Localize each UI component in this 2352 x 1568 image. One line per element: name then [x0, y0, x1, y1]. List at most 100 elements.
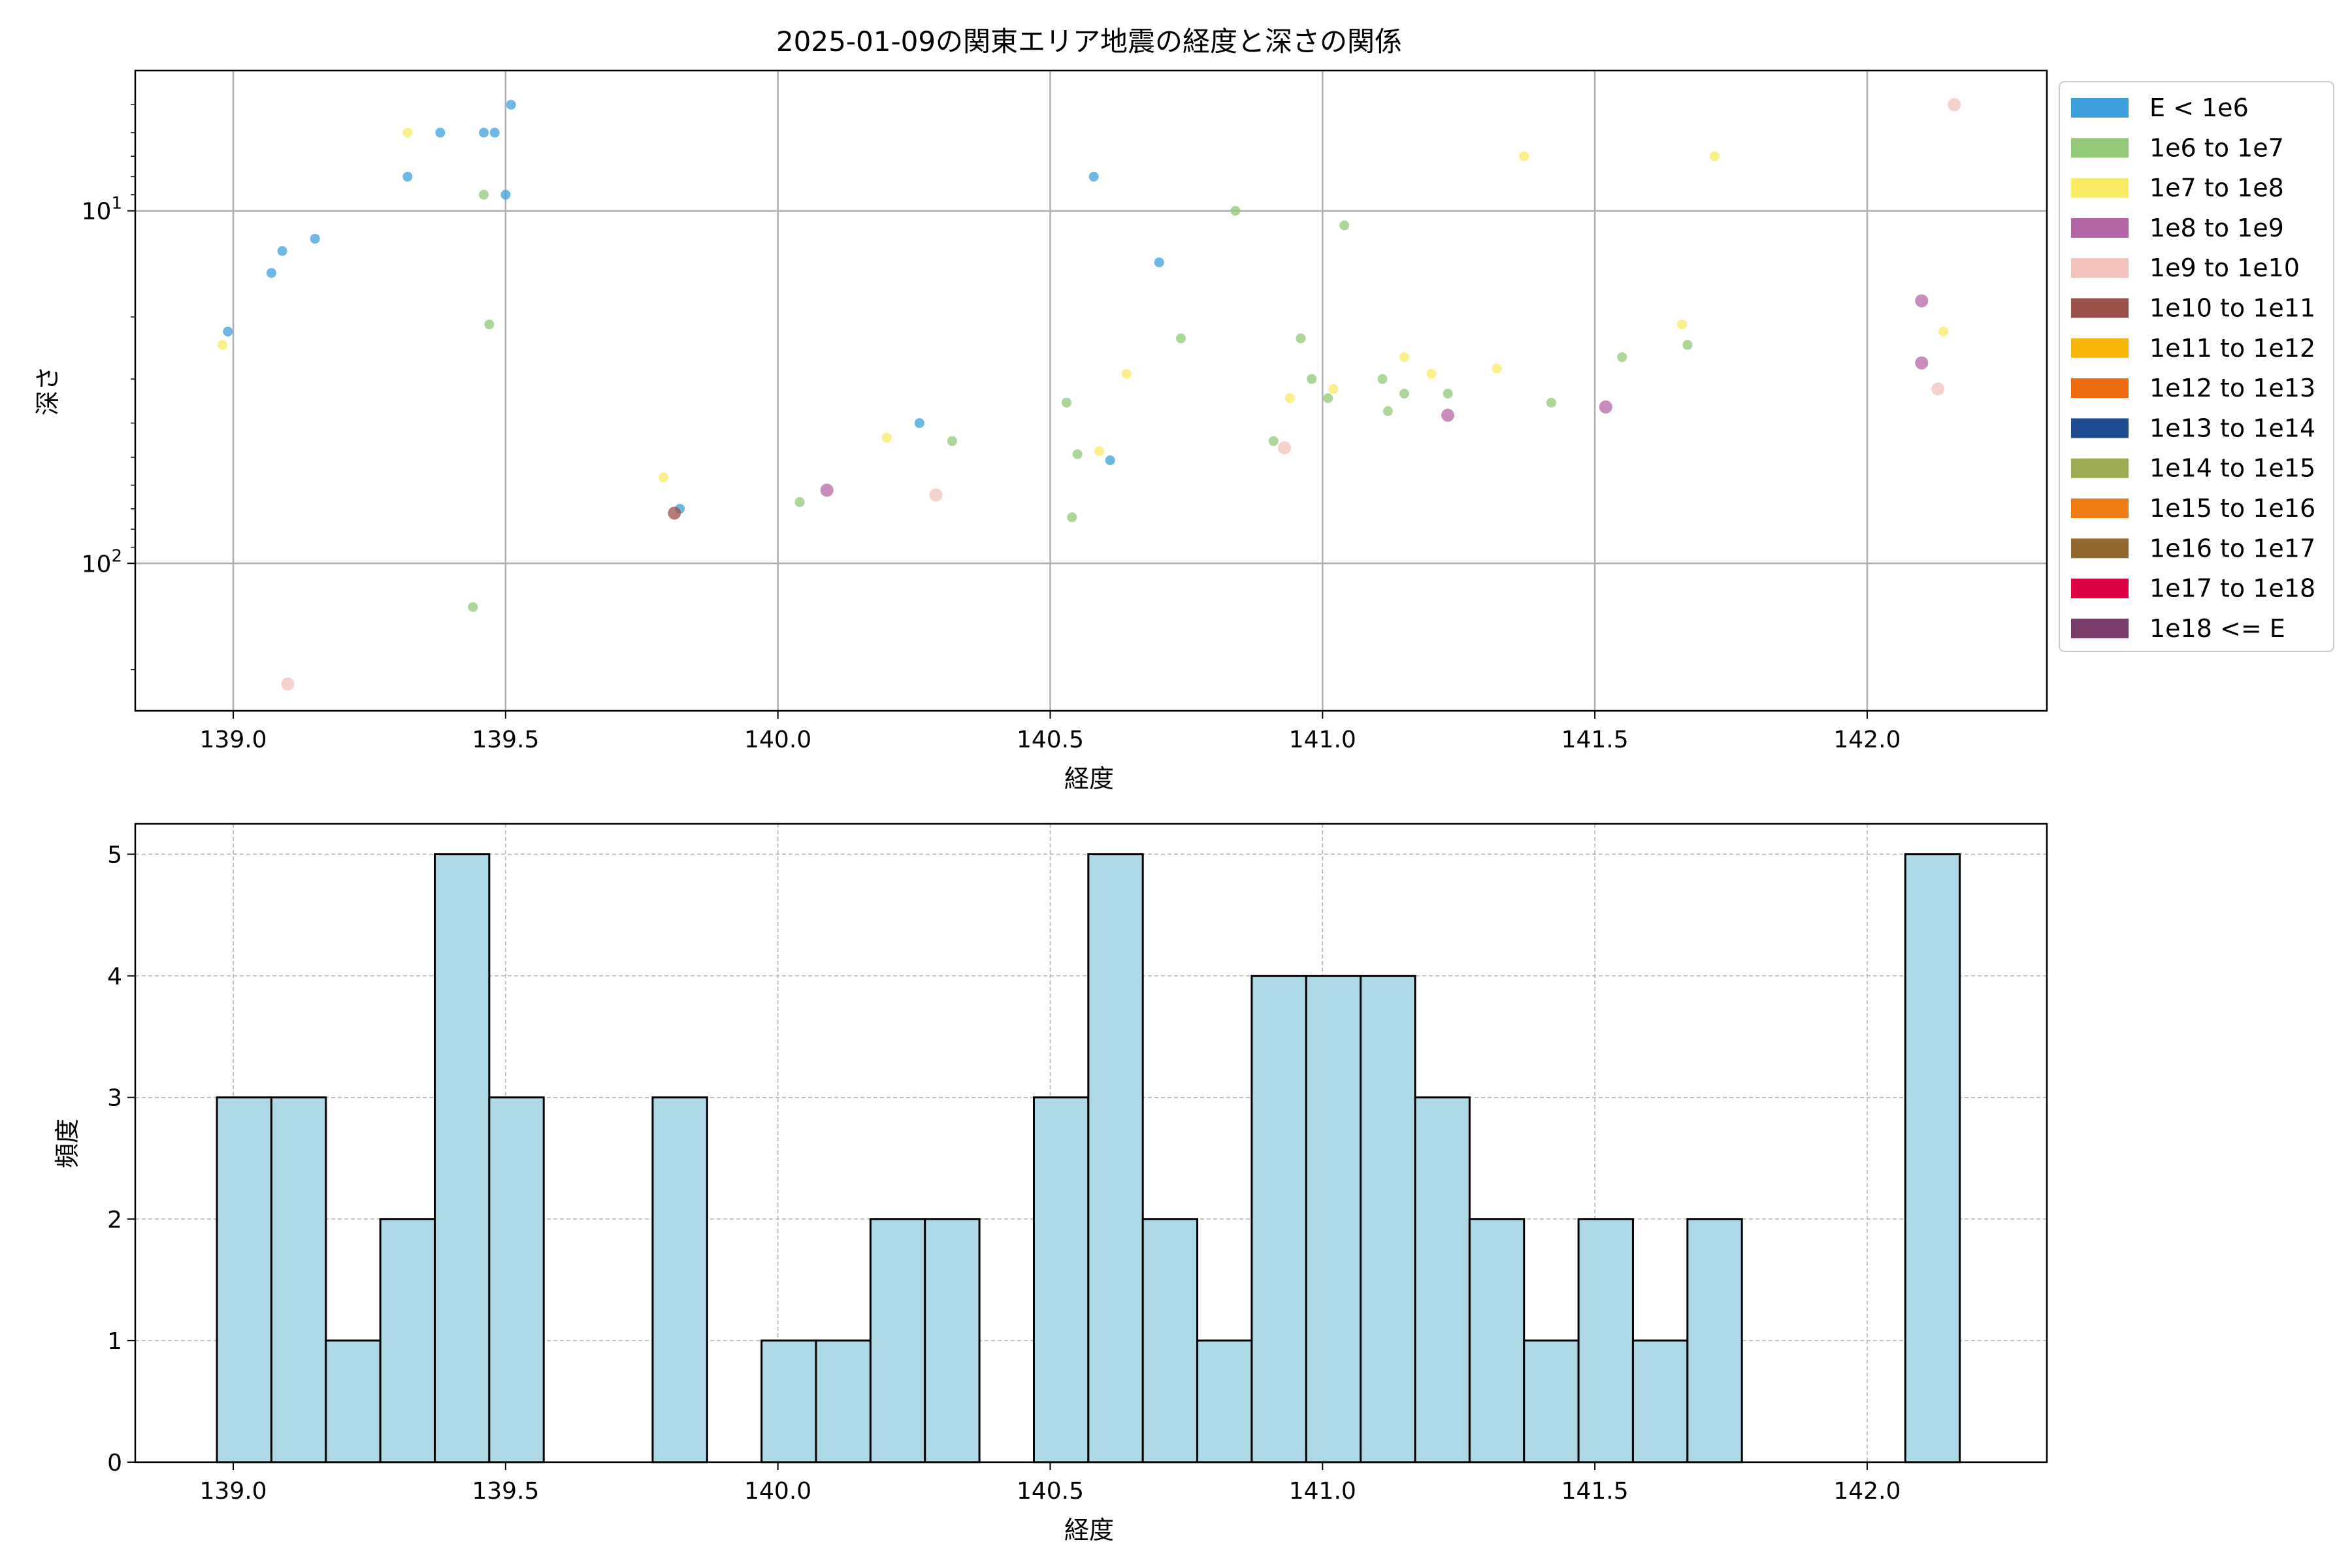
scatter-x-tick-label: 141.0	[1289, 727, 1356, 753]
histogram-bar	[869, 1218, 926, 1463]
scatter-point	[659, 472, 669, 483]
histogram-y-tick-label: 1	[107, 1328, 122, 1355]
histogram-x-tick-label: 141.5	[1561, 1478, 1629, 1505]
scatter-x-tick-label: 140.5	[1017, 727, 1084, 753]
legend-entries: E < 1e6 1e6 to 1e7 1e7 to 1e8 1e8 to 1e9 1e9…	[2071, 93, 2315, 643]
histogram-y-ticks: 0 1 2 3 4 5	[107, 842, 135, 1477]
histogram-x-tick-label: 139.5	[472, 1478, 539, 1505]
legend-label: 1e18 <= E	[2149, 614, 2285, 643]
scatter-grid	[135, 71, 2047, 711]
scatter-point	[1617, 352, 1627, 363]
scatter-point	[1676, 319, 1687, 330]
scatter-point	[947, 436, 957, 446]
histogram-bar	[1686, 1218, 1743, 1463]
histogram-x-tick-label: 140.0	[744, 1478, 811, 1505]
legend-swatch	[2071, 538, 2129, 559]
scatter-x-axis-label: 経度	[1064, 764, 1114, 793]
scatter-point	[1938, 326, 1949, 336]
histogram-y-tick-label: 3	[107, 1085, 122, 1112]
legend-swatch	[2071, 178, 2129, 198]
legend-label: 1e16 to 1e17	[2149, 534, 2315, 563]
scatter-y-tick-base: 10	[82, 551, 112, 578]
histogram-bar	[651, 1096, 708, 1463]
scatter-point	[1105, 455, 1115, 466]
histogram-bar	[379, 1218, 436, 1463]
histogram-bar	[270, 1096, 327, 1463]
histogram-bar	[1468, 1218, 1526, 1463]
scatter-point	[217, 340, 227, 350]
scatter-point	[1230, 206, 1241, 216]
legend: E < 1e6 1e6 to 1e7 1e7 to 1e8 1e8 to 1e9 1e9…	[2059, 81, 2334, 652]
scatter-point	[1328, 384, 1339, 394]
scatter-point	[1441, 408, 1455, 422]
legend-label: 1e8 to 1e9	[2149, 214, 2284, 242]
scatter-point	[1915, 294, 1929, 308]
scatter-point	[266, 268, 276, 278]
scatter-point	[281, 678, 295, 691]
legend-label: 1e7 to 1e8	[2149, 174, 2284, 203]
scatter-point	[1599, 400, 1612, 414]
scatter-point	[506, 99, 516, 110]
histogram-bar	[815, 1339, 872, 1463]
scatter-point	[1277, 441, 1291, 455]
scatter-point	[1072, 449, 1083, 459]
scatter-point	[1931, 382, 1945, 396]
scatter-point	[820, 483, 834, 497]
histogram-x-tick-label: 140.5	[1017, 1478, 1084, 1505]
scatter-point	[1948, 98, 1961, 112]
legend-swatch	[2071, 218, 2129, 238]
histogram-bar	[1141, 1218, 1199, 1463]
histogram-chart: 139.0 139.5 140.0 140.5 141.0 141.5 142.0 0 1 2 3…	[53, 823, 2048, 1544]
legend-swatch	[2071, 138, 2129, 158]
legend-label: E < 1e6	[2149, 93, 2249, 122]
histogram-bar	[433, 853, 491, 1463]
scatter-point	[479, 189, 489, 200]
legend-swatch	[2071, 458, 2129, 478]
scatter-point	[1296, 333, 1306, 344]
scatter-x-tick-label: 139.0	[200, 727, 267, 753]
scatter-point	[310, 233, 320, 244]
scatter-chart: 2025-01-09の関東エリア地震の経度と深さの関係 139.0 139.5 14…	[33, 25, 2334, 793]
histogram-bar	[1577, 1218, 1634, 1463]
scatter-point	[1339, 220, 1350, 231]
scatter-point	[668, 506, 681, 520]
legend-label: 1e14 to 1e15	[2149, 454, 2315, 483]
histogram-bar	[1196, 1339, 1253, 1463]
scatter-point	[1399, 388, 1409, 399]
scatter-point	[914, 418, 924, 429]
legend-label: 1e12 to 1e13	[2149, 374, 2315, 402]
legend-label: 1e9 to 1e10	[2149, 253, 2300, 282]
histogram-bar	[488, 1096, 545, 1463]
legend-swatch	[2071, 498, 2129, 518]
histogram-x-axis-label: 経度	[1064, 1516, 1114, 1544]
scatter-x-tick-label: 140.0	[744, 727, 811, 753]
histogram-bar	[1087, 853, 1144, 1463]
scatter-point	[468, 602, 478, 612]
scatter-point	[929, 488, 943, 502]
scatter-point	[1546, 397, 1556, 408]
scatter-x-tick-label: 141.5	[1561, 727, 1629, 753]
scatter-title: 2025-01-09の関東エリア地震の経度と深さの関係	[776, 25, 1402, 57]
legend-swatch	[2071, 618, 2129, 638]
scatter-y-tick-base: 10	[82, 199, 112, 225]
scatter-x-tick-label: 142.0	[1833, 727, 1901, 753]
scatter-point	[489, 127, 500, 138]
histogram-bars	[216, 853, 1961, 1463]
scatter-point	[1284, 393, 1295, 403]
scatter-point	[1307, 374, 1317, 384]
scatter-point	[1399, 352, 1409, 363]
scatter-point	[1382, 406, 1393, 416]
scatter-y-tick-exponent: 1	[111, 194, 122, 214]
scatter-y-tick-label: 101	[82, 194, 122, 225]
histogram-bar	[760, 1339, 817, 1463]
scatter-point	[1323, 393, 1333, 403]
scatter-y-tick-exponent: 2	[111, 546, 122, 566]
scatter-point	[1268, 436, 1279, 446]
scatter-point	[1176, 333, 1186, 344]
histogram-x-tick-label: 139.0	[200, 1478, 267, 1505]
histogram-bar	[1904, 853, 1961, 1463]
scatter-point	[223, 326, 233, 336]
legend-label: 1e10 to 1e11	[2149, 294, 2315, 323]
